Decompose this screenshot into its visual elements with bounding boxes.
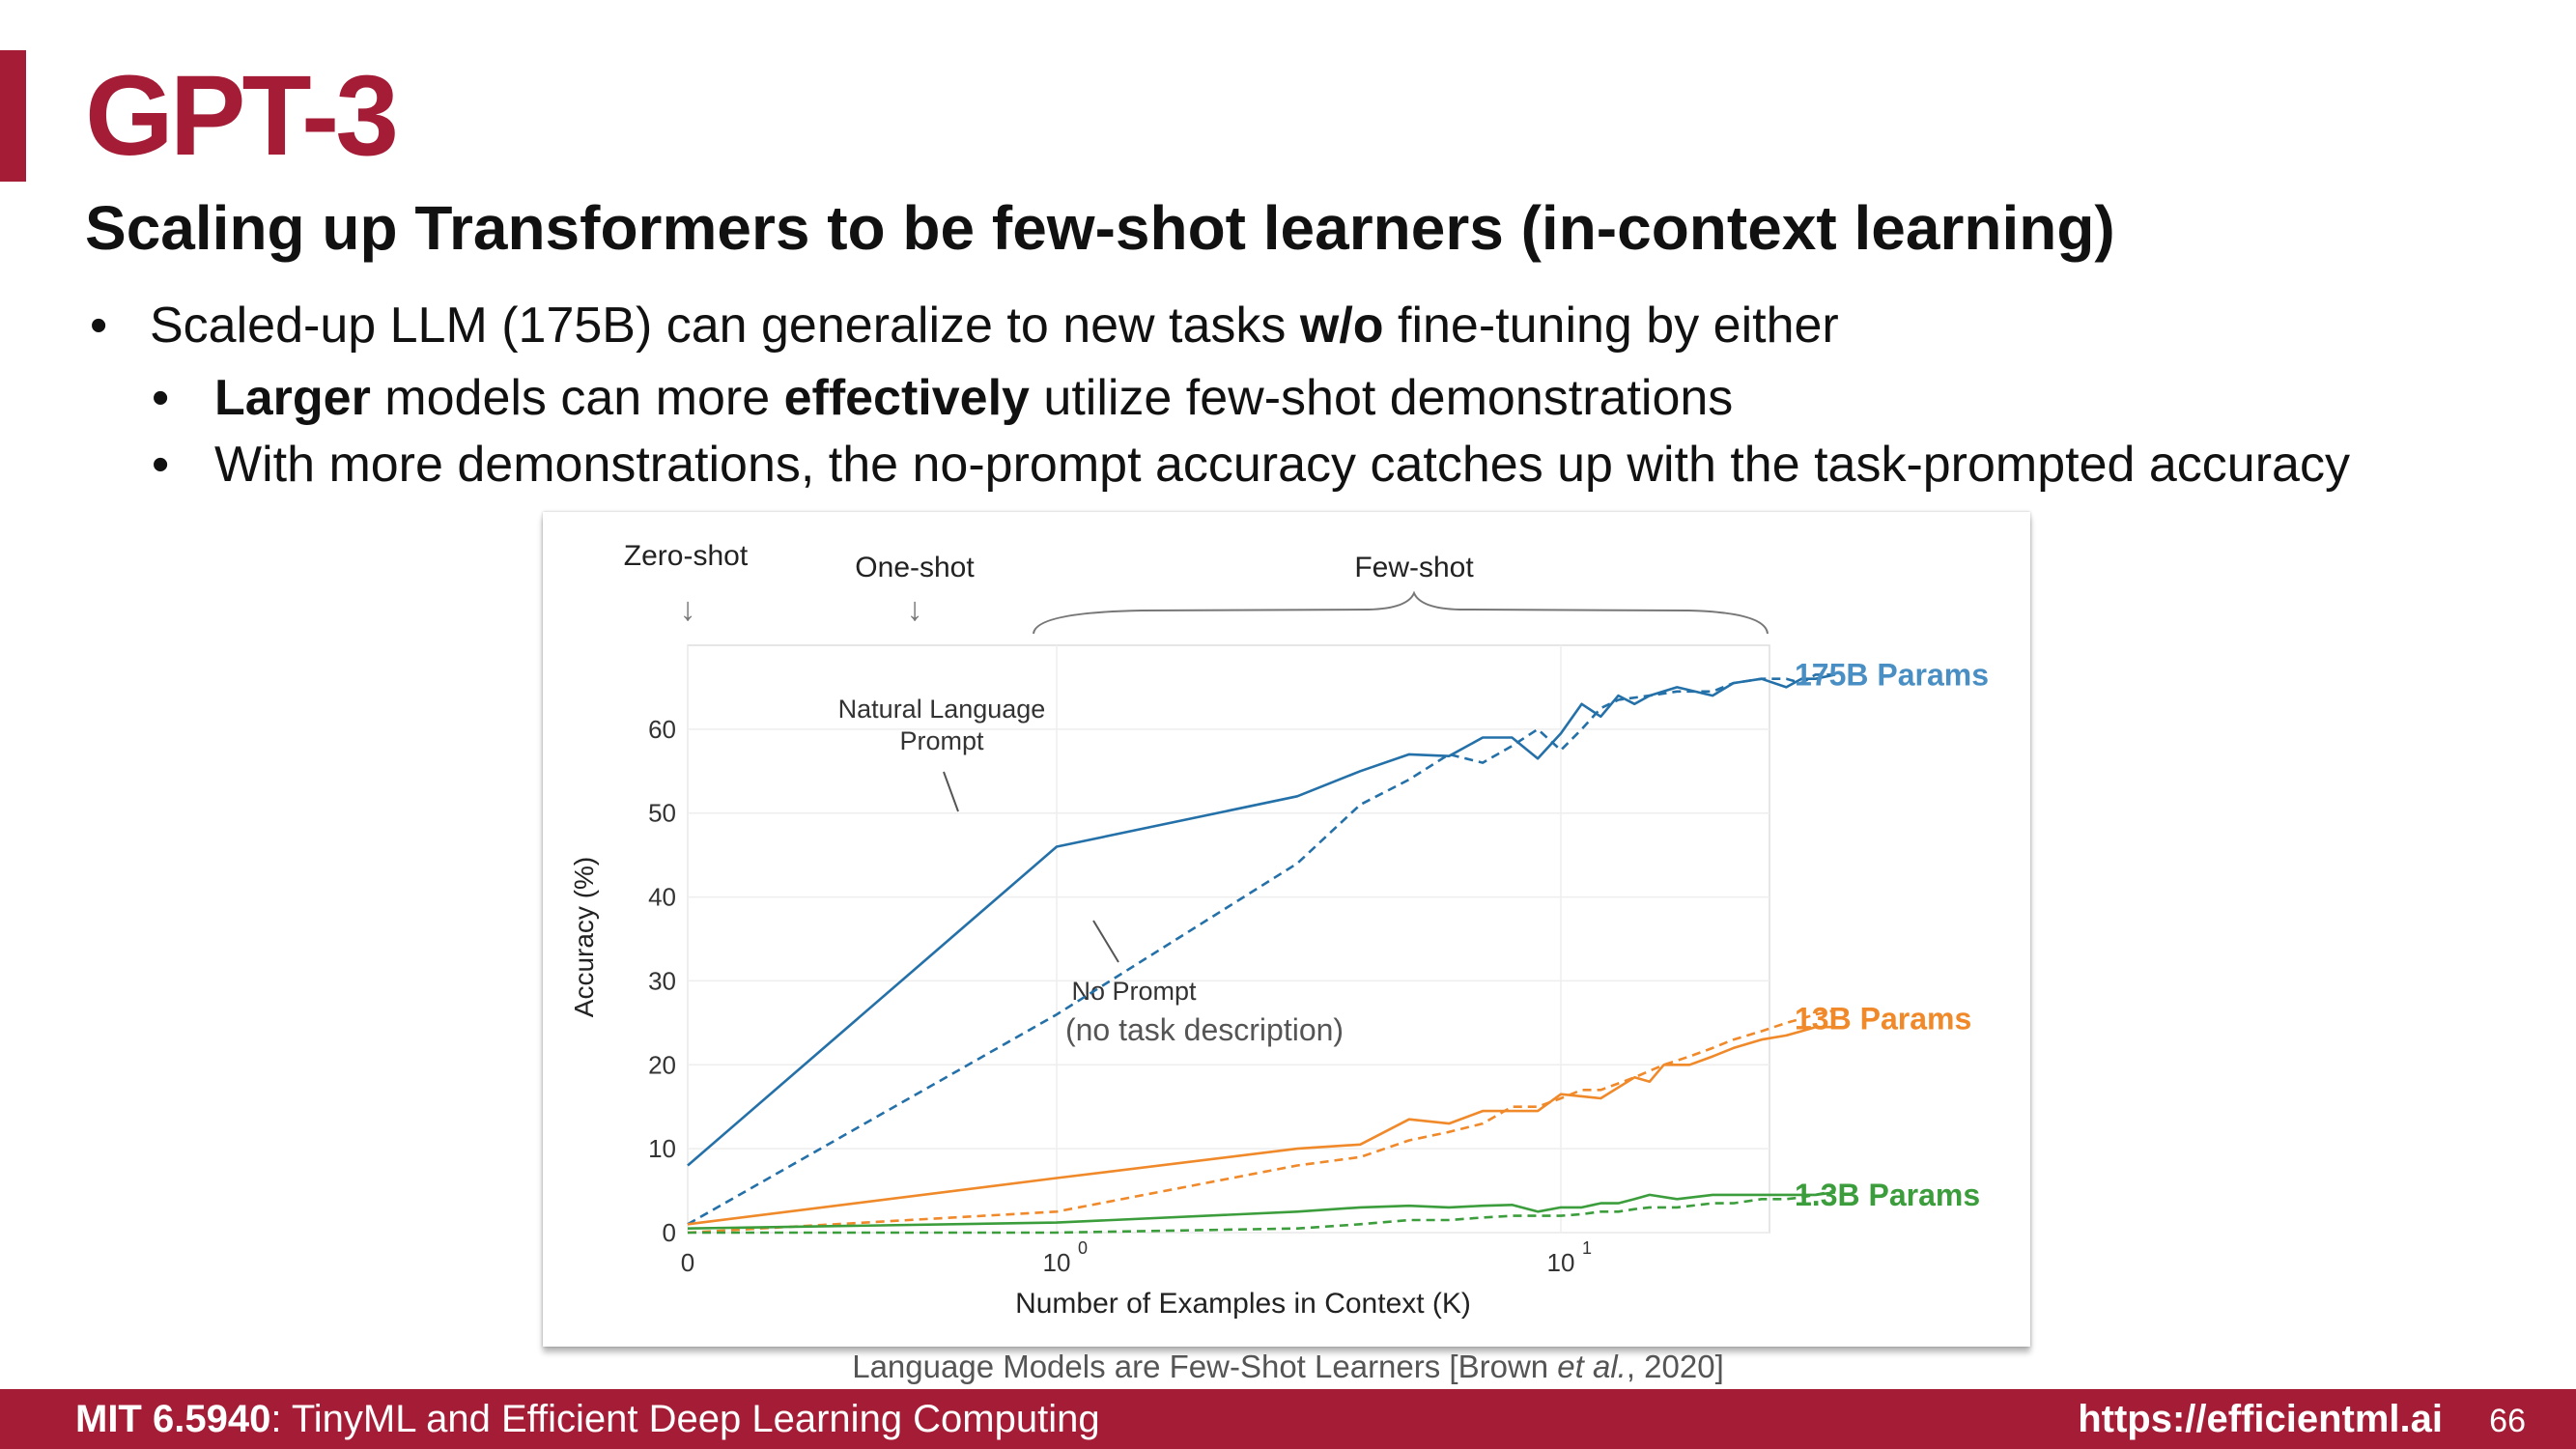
footer-bar: MIT 6.5940: TinyML and Efficient Deep Le… bbox=[0, 1389, 2576, 1449]
caption-post: , 2020] bbox=[1626, 1349, 1724, 1384]
one-shot-arrow: ↓ bbox=[907, 591, 923, 628]
series-end-label: 175B Params bbox=[1795, 657, 1989, 692]
x-tick-label: 10 1 bbox=[1547, 1238, 1592, 1277]
caption-pre: Language Models are Few-Shot Learners [B… bbox=[852, 1349, 1558, 1384]
accuracy-line-chart: 0 10 20 30 40 50 60 0 10 0 10 1 Number of Examples i… bbox=[569, 540, 1989, 1320]
nl-prompt-pointer bbox=[943, 771, 959, 812]
zero-shot-arrow: ↓ bbox=[680, 591, 696, 628]
slide-title: GPT-3 bbox=[85, 52, 399, 180]
bullet-2-bold-2: effectively bbox=[783, 370, 1030, 426]
series-end-label: 1.3B Params bbox=[1795, 1178, 1980, 1212]
figure-caption: Language Models are Few-Shot Learners [B… bbox=[0, 1345, 2576, 1389]
y-tick-label: 50 bbox=[648, 799, 676, 828]
footer-course-title: : TinyML and Efficient Deep Learning Com… bbox=[270, 1398, 1100, 1440]
nl-prompt-annotation-line1: Natural Language bbox=[838, 695, 1046, 724]
bullet-dot: • bbox=[90, 298, 108, 354]
title-accent-bar bbox=[0, 50, 26, 182]
bullet-3: • With more demonstrations, the no-promp… bbox=[152, 434, 2350, 496]
footer-url-link[interactable]: https://efficientml.ai bbox=[2078, 1398, 2443, 1440]
footer-course: MIT 6.5940: TinyML and Efficient Deep Le… bbox=[75, 1397, 1100, 1441]
y-tick-label: 60 bbox=[648, 715, 676, 744]
series-line-1-3b-params-dashed bbox=[688, 1189, 1836, 1235]
few-shot-brace bbox=[1033, 590, 1769, 635]
one-shot-label: One-shot bbox=[855, 552, 975, 583]
slide-subtitle: Scaling up Transformers to be few-shot l… bbox=[85, 193, 2115, 263]
no-prompt-pointer bbox=[1092, 920, 1119, 963]
series-line-13b-params-dashed bbox=[687, 1009, 1836, 1235]
series-line-175b-params-dashed bbox=[687, 673, 1835, 1226]
bullet-1-pre: Scaled-up LLM (175B) can generalize to n… bbox=[150, 298, 1300, 354]
bullet-1-bold: w/o bbox=[1299, 298, 1384, 354]
few-shot-label: Few-shot bbox=[1354, 552, 1474, 583]
y-tick-label: 10 bbox=[648, 1134, 676, 1163]
bullet-2-bold-1: Larger bbox=[214, 370, 371, 426]
y-tick-label: 0 bbox=[663, 1218, 676, 1247]
bullet-dot: • bbox=[152, 437, 170, 493]
bullet-3-text: With more demonstrations, the no-prompt … bbox=[214, 437, 2350, 493]
x-tick-exponent: 1 bbox=[1582, 1238, 1592, 1258]
x-axis-label: Number of Examples in Context (K) bbox=[1015, 1288, 1471, 1320]
y-tick-label: 40 bbox=[648, 883, 676, 912]
y-axis-label: Accuracy (%) bbox=[569, 857, 599, 1017]
series-line-175b-params-solid bbox=[687, 673, 1836, 1167]
series-line-1-3b-params-solid bbox=[687, 1191, 1836, 1230]
plot-area bbox=[687, 644, 1770, 1234]
x-tick-base: 10 bbox=[1547, 1248, 1575, 1277]
bullet-1-post: fine-tuning by either bbox=[1383, 298, 1839, 354]
footer-course-code: MIT 6.5940 bbox=[75, 1398, 271, 1440]
bullet-2: • Larger models can more effectively uti… bbox=[152, 367, 1734, 429]
bullet-1: • Scaled-up LLM (175B) can generalize to… bbox=[90, 295, 1839, 356]
y-tick-label: 20 bbox=[648, 1050, 676, 1079]
x-tick-label: 10 0 bbox=[1043, 1238, 1088, 1277]
x-tick-base: 0 bbox=[681, 1248, 694, 1277]
bullet-dot: • bbox=[152, 370, 170, 426]
caption-italic: et al. bbox=[1557, 1349, 1627, 1384]
no-prompt-subtitle: (no task description) bbox=[1065, 1012, 1344, 1047]
zero-shot-label: Zero-shot bbox=[624, 540, 749, 572]
series-end-label: 13B Params bbox=[1795, 1002, 1971, 1037]
x-tick-base: 10 bbox=[1043, 1248, 1071, 1277]
y-tick-label: 30 bbox=[648, 966, 676, 995]
chart-figure: 0 10 20 30 40 50 60 0 10 0 10 1 Number of Examples i… bbox=[543, 512, 2030, 1347]
page-number: 66 bbox=[2489, 1403, 2526, 1439]
x-tick-exponent: 0 bbox=[1078, 1238, 1088, 1258]
bullet-2-post: utilize few-shot demonstrations bbox=[1029, 370, 1734, 426]
no-prompt-annotation: No Prompt bbox=[1071, 977, 1197, 1006]
bullet-2-mid: models can more bbox=[370, 370, 784, 426]
x-tick-label: 0 bbox=[681, 1248, 694, 1277]
nl-prompt-annotation-line2: Prompt bbox=[899, 726, 984, 755]
series-line-13b-params-solid bbox=[687, 1025, 1835, 1226]
